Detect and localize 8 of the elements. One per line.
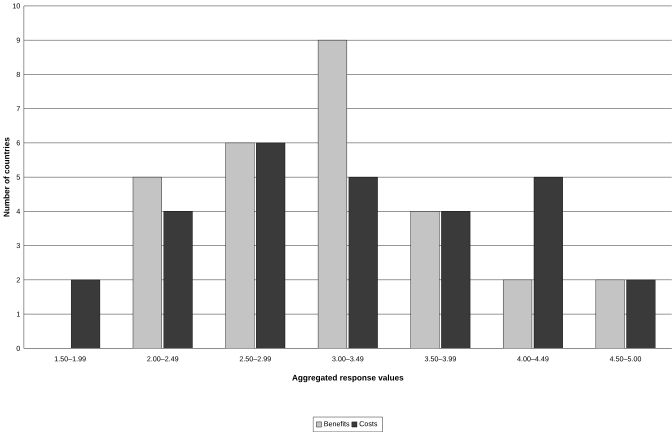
bar [225,142,254,348]
bar [503,280,532,348]
y-axis-title: Number of countries [3,137,10,216]
bar [410,211,440,348]
x-axis-title: Aggregated response values [292,374,404,382]
bar [596,280,625,348]
bar [132,176,162,348]
bar [318,40,348,348]
